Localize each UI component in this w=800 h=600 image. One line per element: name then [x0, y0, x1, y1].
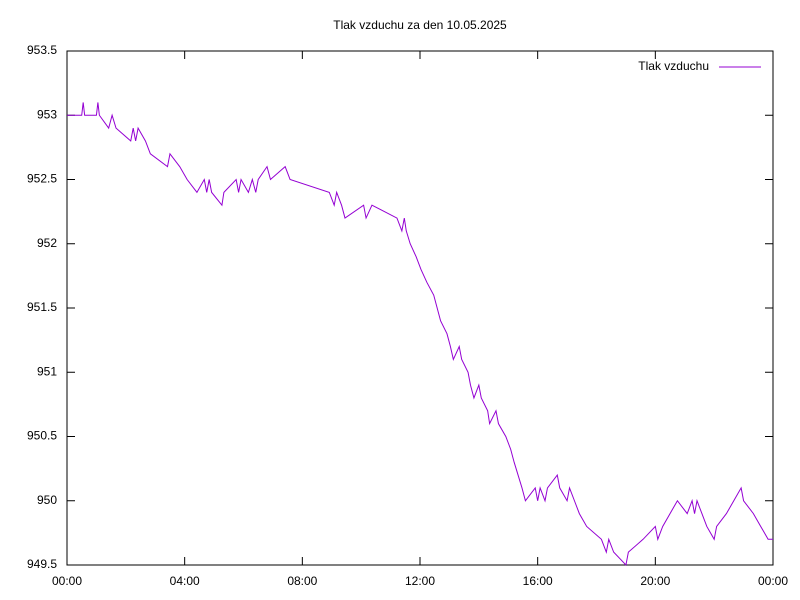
- x-tick-label: 00:00: [758, 574, 788, 588]
- y-tick-label: 951: [37, 364, 57, 378]
- x-tick-label: 16:00: [523, 574, 553, 588]
- x-tick-label: 20:00: [640, 574, 670, 588]
- chart-title: Tlak vzduchu za den 10.05.2025: [333, 18, 507, 32]
- x-tick-label: 04:00: [170, 574, 200, 588]
- x-tick-label: 12:00: [405, 574, 435, 588]
- y-tick-label: 951.5: [27, 300, 57, 314]
- legend-label: Tlak vzduchu: [638, 59, 709, 73]
- data-line: [67, 102, 773, 567]
- x-tick-label: 08:00: [287, 574, 317, 588]
- y-tick-label: 953.5: [27, 43, 57, 57]
- y-tick-label: 950: [37, 493, 57, 507]
- y-tick-label: 953: [37, 107, 57, 121]
- y-tick-label: 952: [37, 236, 57, 250]
- y-tick-label: 949.5: [27, 557, 57, 571]
- x-tick-label: 00:00: [52, 574, 82, 588]
- y-tick-label: 952.5: [27, 172, 57, 186]
- y-tick-label: 950.5: [27, 429, 57, 443]
